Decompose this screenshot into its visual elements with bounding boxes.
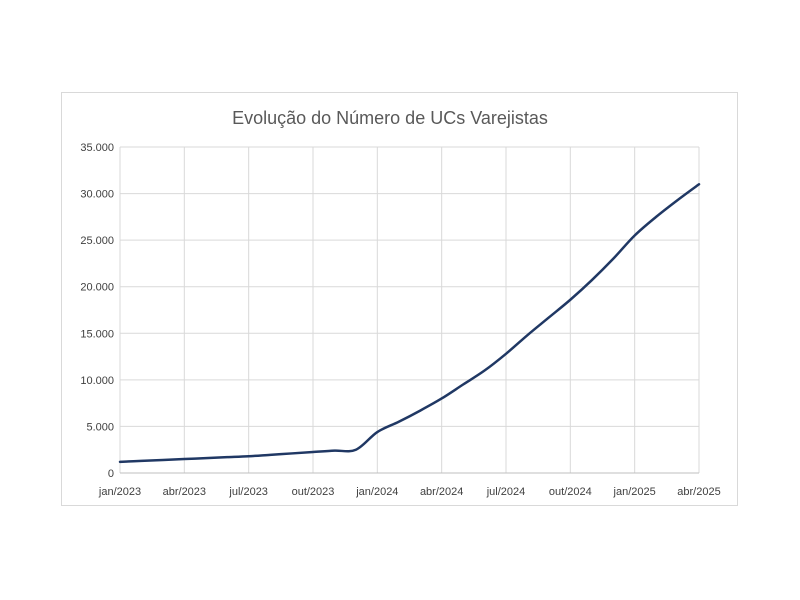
y-axis-ticks: 0 5.000 10.000 15.000 20.000 25.000 30.000 35.0… [80,142,114,480]
series-line [118,183,701,464]
y-tick-label: 10.000 [80,375,114,387]
x-tick-label: jul/2024 [486,486,526,498]
x-tick-label: out/2024 [549,486,592,498]
y-tick-label: 0 [108,468,114,480]
y-tick-label: 30.000 [80,189,114,201]
x-tick-label: jul/2023 [228,486,268,498]
x-tick-label: jan/2024 [355,486,398,498]
gridlines [119,146,700,474]
x-tick-label: jan/2025 [613,486,656,498]
x-tick-label: out/2023 [292,486,335,498]
series-layer [118,183,701,464]
y-tick-label: 35.000 [80,142,114,154]
y-tick-label: 25.000 [80,235,114,247]
line-chart: Evolução do Número de UCs Varejistas 0 5.… [80,108,721,498]
x-tick-label: abr/2024 [420,486,463,498]
chart-card: Evolução do Número de UCs Varejistas 0 5.… [61,92,738,506]
x-tick-label: abr/2023 [163,486,206,498]
y-tick-label: 5.000 [86,421,114,433]
x-tick-label: jan/2023 [98,486,141,498]
x-tick-label: abr/2025 [677,486,720,498]
chart-title: Evolução do Número de UCs Varejistas [232,108,548,128]
x-axis-ticks: jan/2023 abr/2023 jul/2023 out/2023 jan/2024… [98,486,721,498]
y-tick-label: 20.000 [80,282,114,294]
y-tick-label: 15.000 [80,328,114,340]
